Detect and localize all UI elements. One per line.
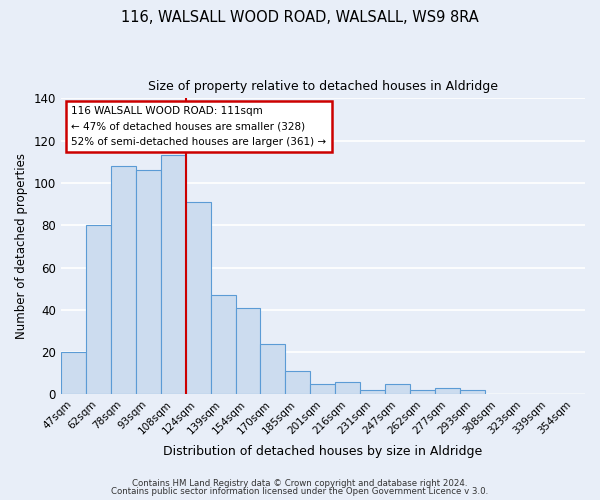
Bar (435, 388, 460, 394)
Text: Contains public sector information licensed under the Open Government Licence v : Contains public sector information licen… (112, 487, 488, 496)
Bar (460, 390, 485, 394)
Text: Contains HM Land Registry data © Crown copyright and database right 2024.: Contains HM Land Registry data © Crown c… (132, 478, 468, 488)
Text: 116 WALSALL WOOD ROAD: 111sqm
← 47% of detached houses are smaller (328)
52% of : 116 WALSALL WOOD ROAD: 111sqm ← 47% of d… (71, 106, 326, 147)
Bar (185, 202, 211, 394)
Bar (211, 295, 236, 394)
Bar (61, 352, 86, 395)
Bar (361, 390, 385, 394)
Text: 116, WALSALL WOOD ROAD, WALSALL, WS9 8RA: 116, WALSALL WOOD ROAD, WALSALL, WS9 8RA (121, 10, 479, 25)
Bar (236, 308, 260, 394)
Title: Size of property relative to detached houses in Aldridge: Size of property relative to detached ho… (148, 80, 498, 93)
X-axis label: Distribution of detached houses by size in Aldridge: Distribution of detached houses by size … (163, 444, 482, 458)
Bar (111, 166, 136, 394)
Bar (410, 390, 435, 394)
Bar (260, 344, 286, 394)
Y-axis label: Number of detached properties: Number of detached properties (15, 154, 28, 340)
Bar (310, 384, 335, 394)
Bar (286, 371, 310, 394)
Bar (385, 384, 410, 394)
Bar (136, 170, 161, 394)
Bar (335, 382, 361, 394)
Bar (86, 225, 111, 394)
Bar (161, 156, 185, 394)
